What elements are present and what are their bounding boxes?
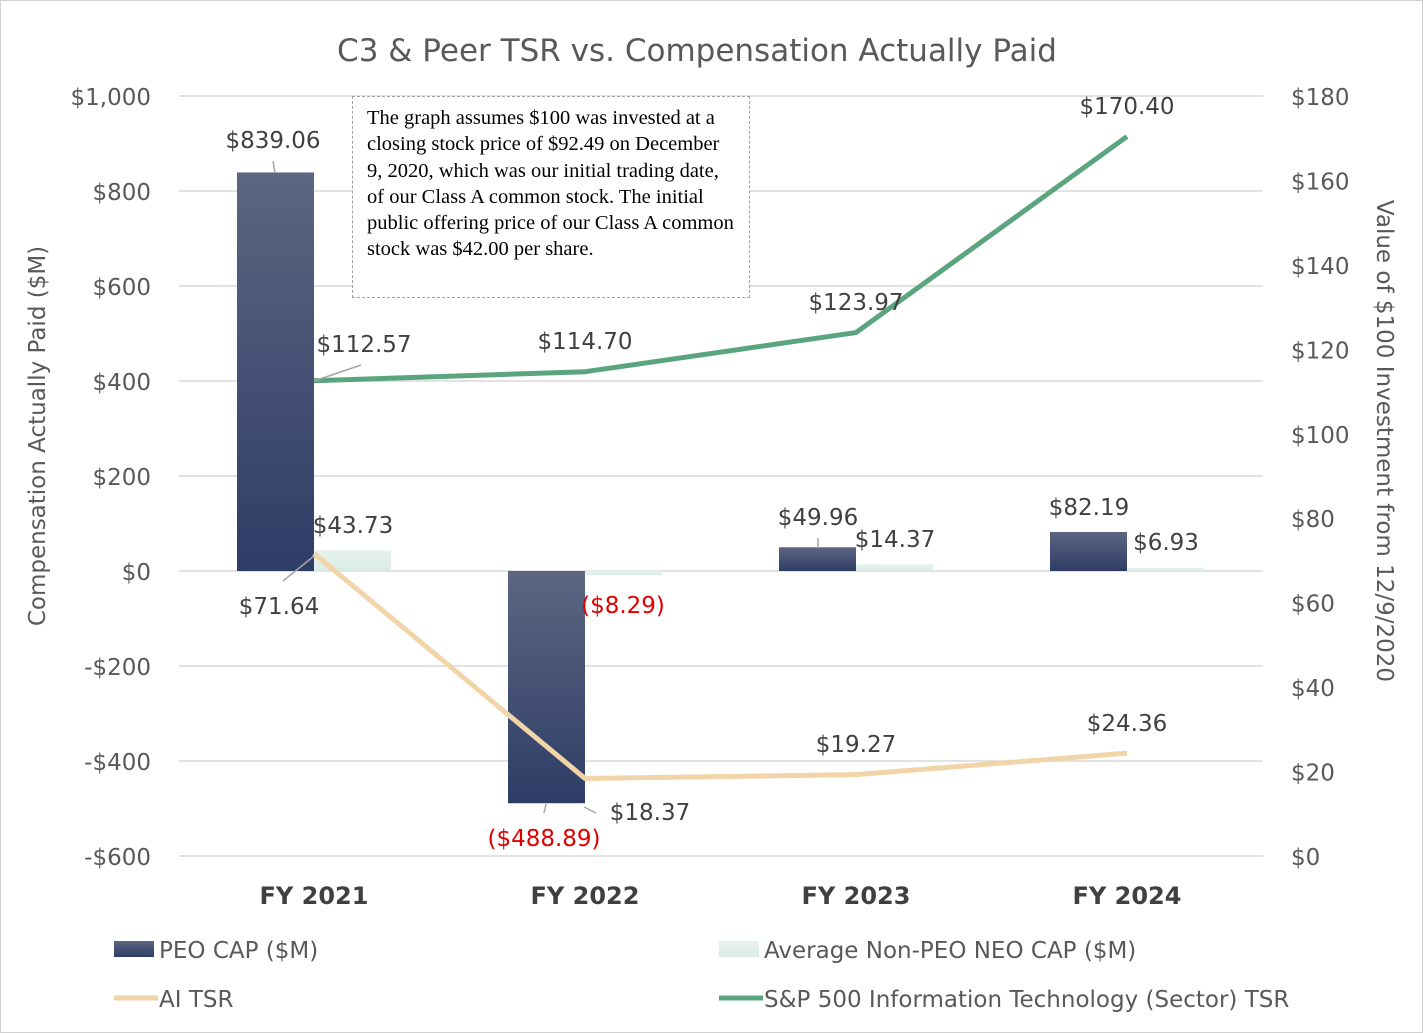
x-tick-label: FY 2023 (802, 882, 911, 910)
y-tick-right: $160 (1291, 169, 1350, 195)
leader-line (272, 160, 276, 174)
peo-cap-bar (237, 172, 314, 571)
data-label: $18.37 (610, 800, 690, 826)
peo-cap-bar (779, 547, 856, 571)
y-tick-right: $20 (1291, 761, 1335, 787)
y-tick-right: $180 (1291, 85, 1350, 111)
y-tick-left: -$200 (84, 655, 151, 681)
neo-cap-bar (1127, 567, 1204, 571)
data-label: $19.27 (816, 732, 896, 758)
legend-swatch (719, 941, 759, 957)
annotation-note: The graph assumes $100 was invested at a… (352, 96, 750, 298)
legend-label: Average Non-PEO NEO CAP ($M) (764, 938, 1136, 964)
legend-swatch (114, 941, 154, 957)
legend-label: PEO CAP ($M) (159, 938, 318, 964)
y-axis-left-label: Compensation Actually Paid ($M) (25, 246, 51, 626)
y-tick-left: -$400 (84, 750, 151, 776)
y-tick-left: $0 (122, 560, 151, 586)
data-label: $82.19 (1049, 495, 1129, 521)
neo-cap-bar (585, 571, 662, 575)
y-axis-right-label: Value of $100 Investment from 12/9/2020 (1371, 200, 1397, 682)
data-label: $14.37 (855, 527, 935, 553)
data-label: ($8.29) (581, 593, 665, 619)
y-tick-right: $140 (1291, 254, 1350, 280)
sp500-it-tsr-line (313, 134, 1129, 384)
y-tick-right: $60 (1291, 592, 1335, 618)
y-tick-left: $200 (92, 465, 151, 491)
data-label: $123.97 (808, 290, 903, 316)
y-tick-right: $80 (1291, 507, 1335, 533)
data-label: $6.93 (1133, 530, 1199, 556)
ai-tsr-line (312, 551, 1128, 781)
x-tick-label: FY 2022 (531, 882, 640, 910)
data-label: $24.36 (1087, 711, 1167, 737)
x-tick-label: FY 2024 (1073, 882, 1182, 910)
y-tick-left: -$600 (84, 845, 151, 871)
data-label: $114.70 (537, 329, 632, 355)
y-tick-right: $40 (1291, 676, 1335, 702)
data-label: $112.57 (316, 332, 411, 358)
leader-line (583, 806, 597, 814)
data-label: $49.96 (778, 505, 858, 531)
leader-line (313, 364, 362, 382)
data-label: ($488.89) (487, 826, 600, 852)
y-tick-left: $600 (92, 275, 151, 301)
neo-cap-bar (314, 550, 391, 571)
y-tick-right: $0 (1291, 845, 1320, 871)
y-tick-left: $1,000 (71, 85, 151, 111)
data-label: $71.64 (239, 594, 319, 620)
leader-line (282, 555, 315, 582)
y-tick-right: $120 (1291, 338, 1350, 364)
y-tick-left: $800 (92, 180, 151, 206)
y-tick-left: $400 (92, 370, 151, 396)
chart-title: C3 & Peer TSR vs. Compensation Actually … (337, 33, 1057, 69)
legend-label: AI TSR (159, 987, 233, 1013)
peo-cap-bar (1050, 531, 1127, 571)
data-label: $170.40 (1079, 94, 1174, 120)
y-tick-right: $100 (1291, 423, 1350, 449)
peo-cap-bar (508, 571, 585, 804)
leader-line (543, 803, 547, 814)
x-tick-label: FY 2021 (260, 882, 369, 910)
data-label: $839.06 (225, 128, 320, 154)
neo-cap-bar (856, 564, 933, 571)
legend-label: S&P 500 Information Technology (Sector) … (764, 987, 1289, 1013)
data-label: $43.73 (313, 513, 393, 539)
